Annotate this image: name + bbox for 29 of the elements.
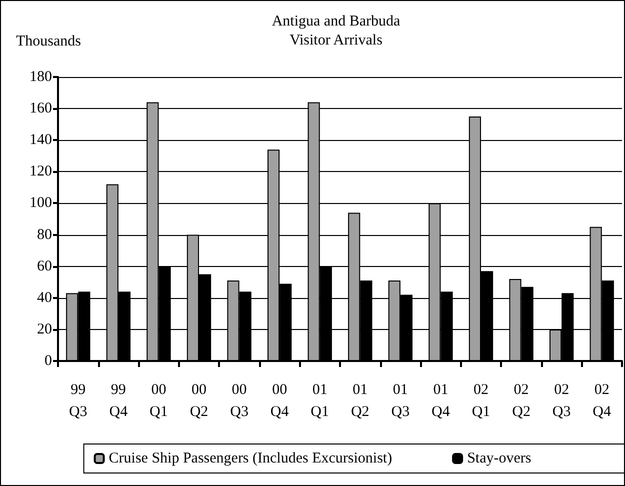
x-tick-label: 99 Q4 <box>109 382 128 420</box>
x-tick-label: 02 Q1 <box>472 382 490 420</box>
chart-subtitle: Visitor Arrivals <box>290 32 383 48</box>
y-tick-label: 0 <box>44 353 52 369</box>
x-tick-label: 02 Q3 <box>552 382 571 420</box>
x-tick-label: 02 Q2 <box>512 382 530 420</box>
chart-title: Antigua and Barbuda <box>272 14 400 30</box>
x-tick-label: 02 Q4 <box>592 382 612 420</box>
y-tick-label: 100 <box>30 195 52 212</box>
y-tick-label: 140 <box>30 132 52 148</box>
x-tick-label: 00 Q4 <box>270 382 290 420</box>
x-tick-label: 00 Q2 <box>190 382 208 420</box>
legend-label: Stay-overs <box>467 450 532 466</box>
x-tick-label: 00 Q1 <box>150 382 168 420</box>
legend-label: Cruise Ship Passengers (Includes Excursionist) <box>108 450 392 466</box>
y-tick-label: 80 <box>37 226 52 243</box>
x-tick-label: 01 Q1 <box>310 382 330 420</box>
y-tick-label: 160 <box>30 100 52 117</box>
x-tick-label: 01 Q3 <box>391 382 410 420</box>
y-axis-title: Thousands <box>16 34 82 50</box>
y-tick-label: 60 <box>37 258 52 274</box>
x-tick-label: 99 Q3 <box>68 382 88 420</box>
x-tick-label: 00 Q3 <box>230 382 248 420</box>
x-tick-label: 01 Q4 <box>432 382 450 420</box>
x-tick-label: 01 Q2 <box>350 382 370 420</box>
y-tick-label: 120 <box>30 164 52 180</box>
y-tick-label: 180 <box>30 69 52 85</box>
y-tick-label: 40 <box>37 290 52 306</box>
y-tick-label: 20 <box>37 321 52 338</box>
